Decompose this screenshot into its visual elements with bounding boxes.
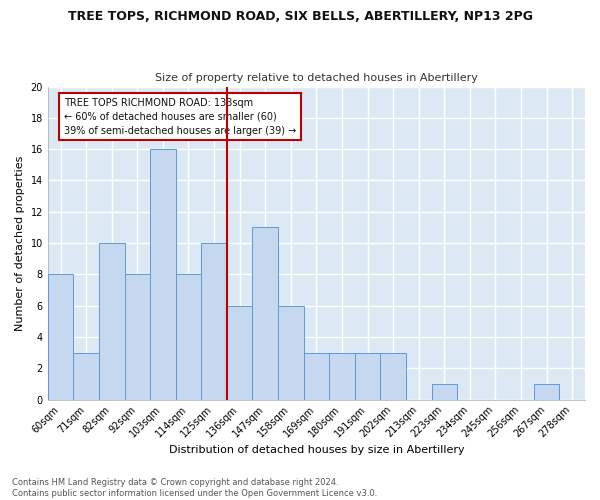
Bar <box>73 352 99 400</box>
X-axis label: Distribution of detached houses by size in Abertillery: Distribution of detached houses by size … <box>169 445 464 455</box>
Text: TREE TOPS, RICHMOND ROAD, SIX BELLS, ABERTILLERY, NP13 2PG: TREE TOPS, RICHMOND ROAD, SIX BELLS, ABE… <box>67 10 533 23</box>
Title: Size of property relative to detached houses in Abertillery: Size of property relative to detached ho… <box>155 73 478 83</box>
Bar <box>253 228 278 400</box>
Bar <box>355 352 380 400</box>
Bar <box>150 149 176 400</box>
Bar <box>380 352 406 400</box>
Bar <box>227 306 253 400</box>
Bar <box>278 306 304 400</box>
Bar <box>329 352 355 400</box>
Bar <box>201 243 227 400</box>
Text: TREE TOPS RICHMOND ROAD: 133sqm
← 60% of detached houses are smaller (60)
39% of: TREE TOPS RICHMOND ROAD: 133sqm ← 60% of… <box>64 98 296 136</box>
Bar <box>99 243 125 400</box>
Y-axis label: Number of detached properties: Number of detached properties <box>15 156 25 331</box>
Bar <box>125 274 150 400</box>
Text: Contains HM Land Registry data © Crown copyright and database right 2024.
Contai: Contains HM Land Registry data © Crown c… <box>12 478 377 498</box>
Bar <box>431 384 457 400</box>
Bar <box>176 274 201 400</box>
Bar <box>534 384 559 400</box>
Bar <box>304 352 329 400</box>
Bar <box>48 274 73 400</box>
